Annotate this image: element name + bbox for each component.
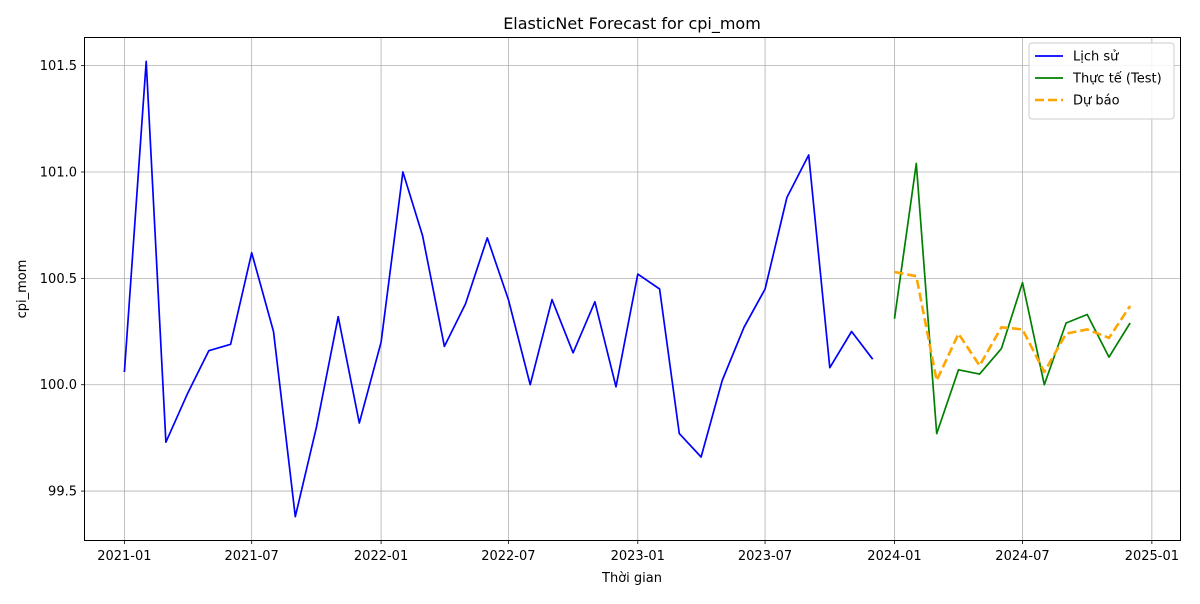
legend: Lịch sử Thực tế (Test) Dự báo [1028, 42, 1175, 120]
y-tick-label: 101.5 [40, 59, 77, 74]
series-line-thuc-te-test [893, 162, 1131, 435]
legend-entry-label: Thực tế (Test) [1072, 72, 1162, 87]
plot-area-frame [84, 37, 1181, 541]
y-tick-label: 100.0 [40, 378, 77, 393]
x-tick-label: 2023-07 [738, 549, 792, 564]
x-tick-label: 2022-01 [354, 549, 408, 564]
series-line-du-bao [894, 270, 1132, 382]
y-tick-label: 99.5 [48, 485, 77, 500]
x-tick-label: 2023-01 [611, 549, 665, 564]
y-axis-label: cpi_mom [15, 260, 30, 319]
series-line-lich-su [123, 60, 874, 518]
y-axis: 99.5 100.0 100.5 101.0 101.5 [40, 59, 85, 500]
legend-entry-label: Dự báo [1073, 94, 1120, 109]
legend-entry-label: Lịch sử [1073, 50, 1119, 65]
x-tick-label: 2025-01 [1125, 549, 1179, 564]
x-tick-label: 2024-01 [867, 549, 921, 564]
legend-box [1028, 42, 1175, 120]
series-layer [123, 60, 1132, 518]
x-tick-label: 2021-01 [97, 549, 151, 564]
x-tick-label: 2024-07 [995, 549, 1049, 564]
x-axis-label: Thời gian [601, 571, 662, 586]
chart-title: ElasticNet Forecast for cpi_mom [503, 14, 761, 34]
y-tick-label: 100.5 [40, 272, 77, 287]
x-tick-label: 2021-07 [225, 549, 279, 564]
x-tick-label: 2022-07 [481, 549, 535, 564]
y-tick-label: 101.0 [40, 166, 77, 181]
x-axis: 2021-01 2021-07 2022-01 2022-07 2023-01 2023-… [97, 540, 1179, 564]
